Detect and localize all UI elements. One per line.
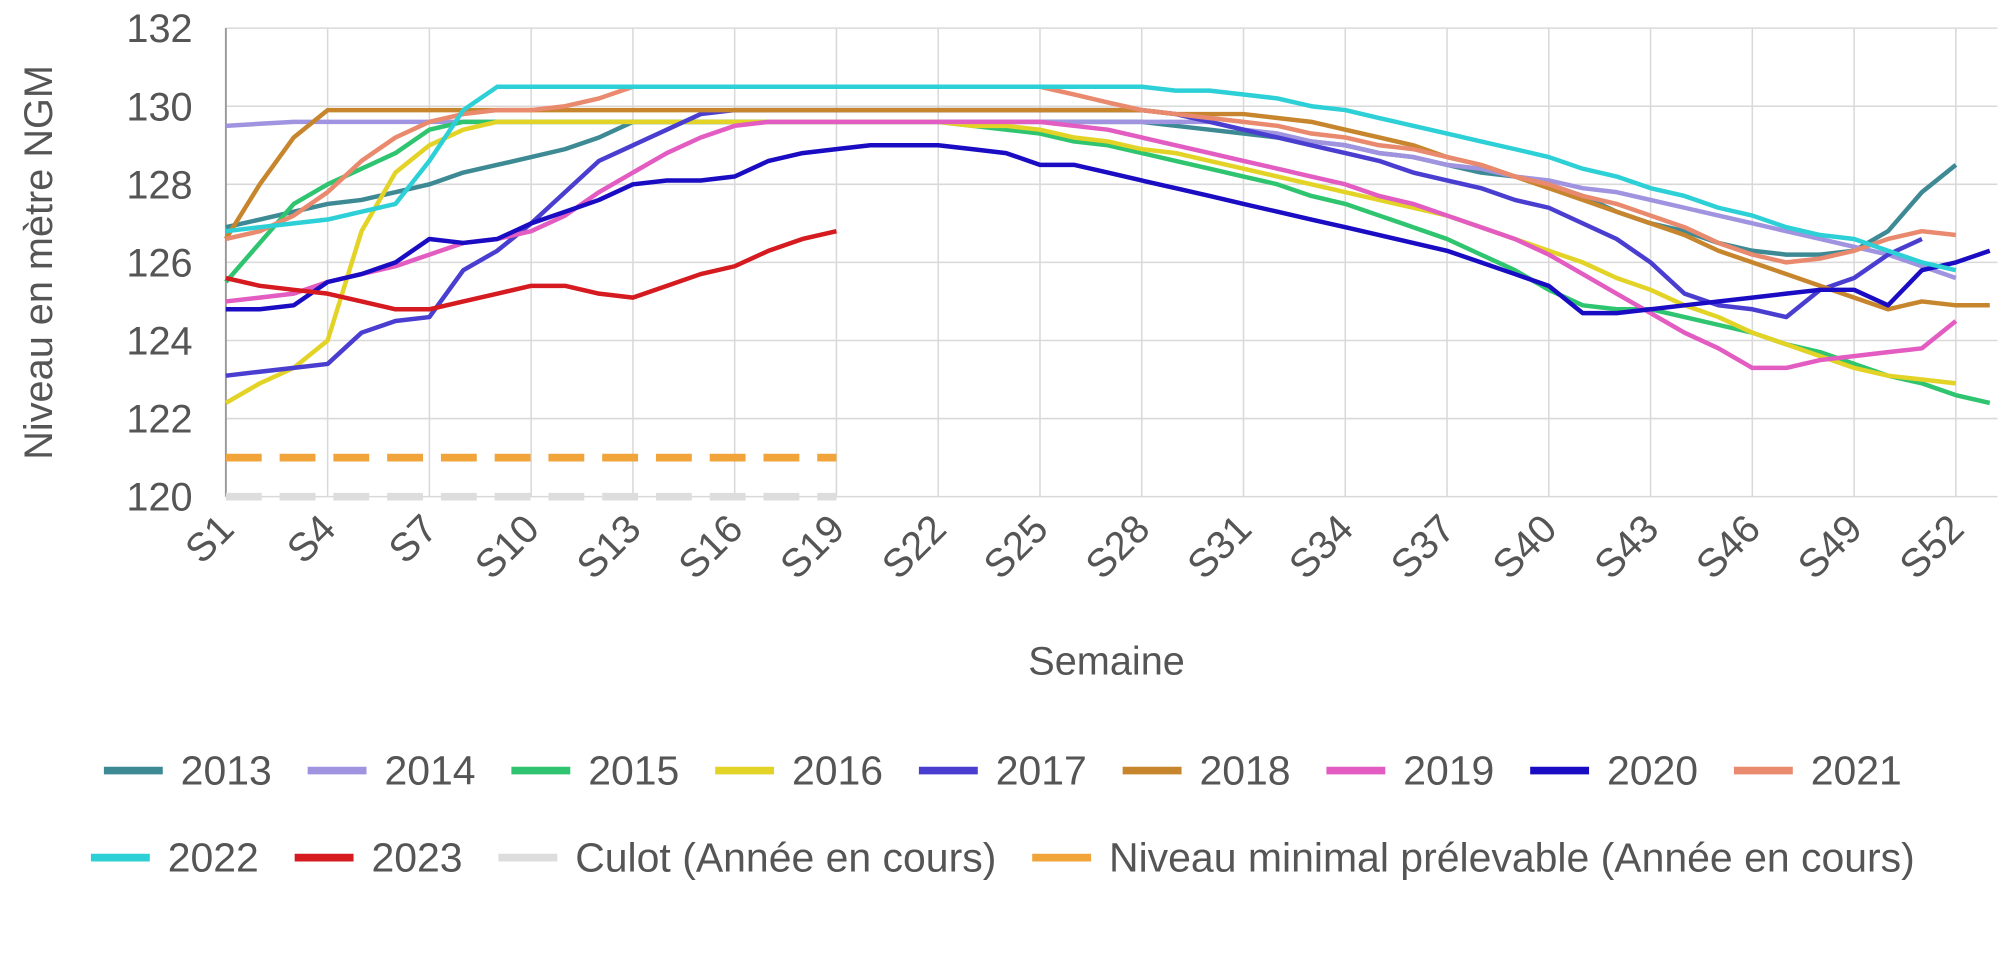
- y-tick-label: 126: [126, 241, 192, 285]
- series-line: [225, 84, 1957, 273]
- legend-item: 2021: [1733, 748, 1902, 794]
- legend-label: 2018: [1199, 748, 1290, 794]
- series-line: [224, 119, 1957, 405]
- x-tick-label: S28: [1077, 506, 1158, 587]
- legend-label: Niveau minimal prélevable (Année en cour…: [1109, 835, 1915, 881]
- legend-label: 2019: [1403, 748, 1494, 794]
- y-tick-label: 128: [126, 163, 192, 207]
- legend-item: 2014: [307, 748, 476, 794]
- legend-item: 2015: [511, 748, 679, 794]
- legend-item: 2023: [294, 835, 463, 881]
- legend-label: 2023: [371, 835, 462, 881]
- legend-label: 2016: [792, 748, 883, 794]
- legend-item: 2019: [1326, 748, 1494, 794]
- legend-label: 2015: [588, 748, 679, 794]
- legend-item: Niveau minimal prélevable (Année en cour…: [1032, 835, 1915, 881]
- x-tick-label: S4: [279, 506, 344, 571]
- x-tick-label: S37: [1383, 506, 1464, 587]
- legend-item: 2017: [918, 748, 1087, 794]
- legend-label: 2021: [1811, 748, 1902, 794]
- y-axis-title: Niveau en mètre NGM: [17, 65, 61, 460]
- legend-label: Culot (Année en cours): [575, 835, 996, 881]
- x-tick-label: S19: [772, 506, 853, 587]
- x-tick-label: S34: [1281, 506, 1362, 587]
- x-tick-label: S40: [1484, 506, 1565, 587]
- legend-label: 2014: [384, 748, 475, 794]
- legend-label: 2020: [1607, 748, 1698, 794]
- legend-item: Culot (Année en cours): [498, 835, 996, 881]
- x-tick-label: S31: [1179, 506, 1260, 587]
- x-tick-label: S13: [568, 506, 649, 587]
- y-tick-label: 130: [126, 85, 192, 129]
- x-tick-label: S49: [1790, 506, 1871, 587]
- y-tick-label: 124: [126, 320, 192, 364]
- x-tick-label: S22: [874, 506, 955, 587]
- x-tick-label: S52: [1891, 506, 1972, 587]
- x-tick-label: S25: [976, 506, 1057, 587]
- x-axis-title: Semaine: [1028, 640, 1185, 684]
- legend-item: 2022: [90, 835, 259, 881]
- y-tick-label: 132: [126, 7, 192, 51]
- x-tick-label: S10: [467, 506, 548, 587]
- series-line: [225, 84, 1957, 265]
- x-tick-label: S7: [381, 506, 446, 571]
- legend-item: 2016: [715, 748, 883, 794]
- legend-item: 2013: [103, 748, 272, 794]
- x-tick-label: S46: [1688, 506, 1769, 587]
- y-tick-label: 122: [126, 398, 192, 442]
- series-line: [225, 119, 1958, 371]
- series-line: [225, 228, 837, 312]
- x-tick-label: S16: [670, 506, 751, 587]
- legend-item: 2018: [1122, 748, 1291, 794]
- x-tick-label: S43: [1586, 506, 1667, 587]
- legend-label: 2013: [181, 748, 272, 794]
- legend-label: 2022: [168, 835, 259, 881]
- series-line: [225, 143, 1991, 316]
- y-tick-label: 120: [126, 476, 192, 520]
- legend-label: 2017: [996, 748, 1087, 794]
- legend-item: 2020: [1530, 748, 1698, 794]
